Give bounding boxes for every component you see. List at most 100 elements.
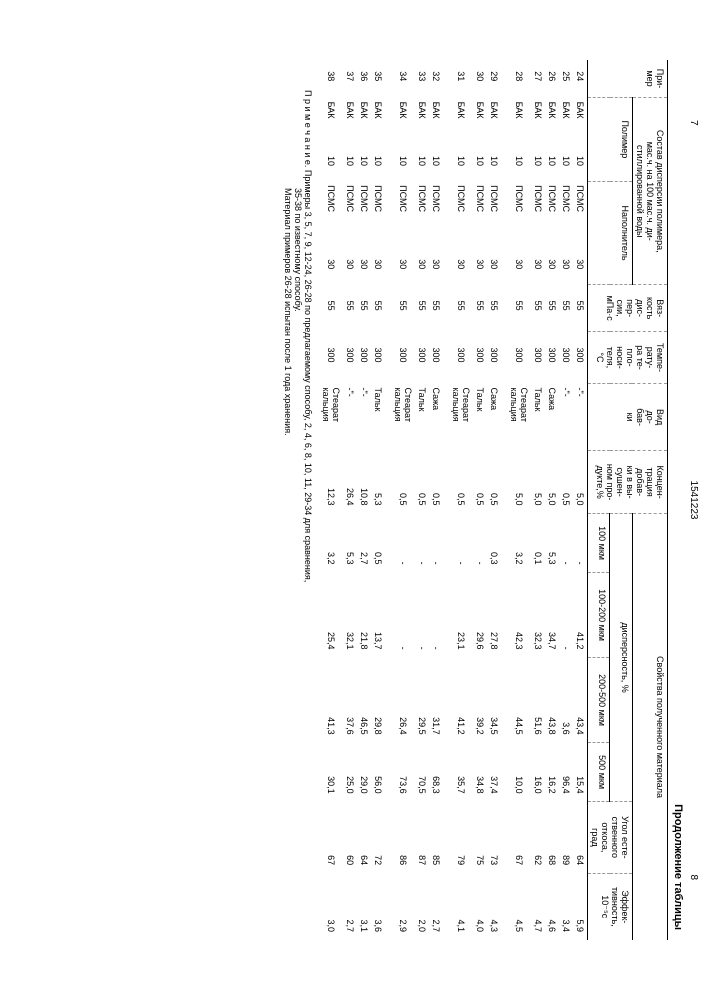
th-vyazkost: Вяз-костьдис-пер-сии,мПа·с (588, 285, 668, 331)
table-cell: 55 (487, 285, 501, 331)
table-cell: 55 (531, 285, 545, 331)
table-row: 35БАК10ПСМС3055300Тальк5,30,513,729,856,… (371, 60, 385, 940)
table-cell: 10,0 (507, 743, 531, 802)
table-cell: 10 (371, 146, 385, 181)
table-cell: 29,5 (415, 658, 429, 743)
table-cell: 0,5 (473, 451, 487, 514)
table-row: 28БАК10ПСМС3055300Стеараткальция5,03,242… (507, 60, 531, 940)
table-cell: 55 (371, 285, 385, 331)
th-vid: Виддо-бав-ки (588, 384, 668, 451)
table-cell: Сажа (429, 384, 443, 451)
table-cell: - (429, 573, 443, 658)
table-cell: 3,6 (559, 658, 573, 743)
table-cell: 30 (473, 248, 487, 284)
table-cell: 5,3 (545, 514, 559, 573)
table-cell: 10 (507, 146, 531, 181)
table-cell: 34,7 (545, 573, 559, 658)
table-cell: ПСМС (357, 181, 371, 248)
th-koncen: Концен-трациядобав-ки в вы-сушен-ном про… (588, 451, 668, 514)
table-cell: 32 (429, 60, 443, 98)
table-row: 26БАК10ПСМС3055300Сажа5,05,334,743,816,2… (545, 60, 559, 940)
th-d100: 100 мкм (588, 514, 611, 573)
table-cell: 25,4 (319, 573, 343, 658)
table-cell: 39,2 (473, 658, 487, 743)
table-cell: 55 (391, 285, 415, 331)
table-cell: 5,0 (545, 451, 559, 514)
table-cell: 0,5 (429, 451, 443, 514)
table-cell: 56,0 (371, 743, 385, 802)
table-cell: 51,6 (531, 658, 545, 743)
table-cell: 300 (531, 331, 545, 383)
table-cell: - (473, 514, 487, 573)
data-table: При-мер Состав дисперсии полимера,мас.ч.… (319, 60, 668, 940)
table-cell: Стеараткальция (319, 384, 343, 451)
table-cell: ПСМС (507, 181, 531, 248)
table-cell: 300 (391, 331, 415, 383)
page-number-right: 8 (688, 874, 699, 880)
table-cell: 32,1 (343, 573, 357, 658)
table-cell: 5,9 (573, 873, 588, 940)
table-cell: 300 (473, 331, 487, 383)
table-cell: -"- (559, 384, 573, 451)
table-row: 24БАК10ПСМС3055300-"-5,0-41,243,415,4645… (573, 60, 588, 940)
table-cell: 55 (415, 285, 429, 331)
table-cell: 60 (343, 802, 357, 874)
table-cell: 30 (559, 248, 573, 284)
table-cell: 73 (487, 802, 501, 874)
th-temp: Темпе-рату-ра те-пло-носи-теля,°С (588, 331, 668, 383)
table-cell: 0,3 (487, 514, 501, 573)
table-cell: 35,7 (449, 743, 473, 802)
table-cell: 300 (319, 331, 343, 383)
table-cell: 10 (449, 146, 473, 181)
table-cell: -"- (573, 384, 588, 451)
table-cell: 55 (357, 285, 371, 331)
table-cell: -"- (357, 384, 371, 451)
table-cell: 68,3 (429, 743, 443, 802)
table-cell: 34,8 (473, 743, 487, 802)
table-cell: 34 (391, 60, 415, 98)
table-cell: Сажа (487, 384, 501, 451)
table-cell: ПСМС (391, 181, 415, 248)
table-cell: 10 (487, 146, 501, 181)
table-row: 25БАК10ПСМС3055300-"-0,5--3,696,4893,4 (559, 60, 573, 940)
table-cell: 3,2 (319, 514, 343, 573)
table-cell: 300 (357, 331, 371, 383)
footnote-label: П р и м е ч а н и е. (303, 90, 313, 167)
table-cell: 30 (545, 248, 559, 284)
th-d200-500: 200-500 мкм (588, 658, 611, 743)
table-cell: - (573, 514, 588, 573)
table-cell: 41,2 (449, 658, 473, 743)
th-d500: 500 мкм (588, 743, 611, 802)
table-cell: - (415, 514, 429, 573)
table-cell: БАК (531, 98, 545, 146)
footnote-line1: Примеры 3, 5, 7, 9, 12-24, 26-28 по пред… (303, 170, 313, 582)
table-row: 36БАК10ПСМС3055300-"-10,82,721,846,529,0… (357, 60, 371, 940)
table-cell: 10,8 (357, 451, 371, 514)
table-cell: 10 (573, 146, 588, 181)
table-cell: 29 (487, 60, 501, 98)
table-cell: 37,6 (343, 658, 357, 743)
table-cell: 2,7 (343, 873, 357, 940)
table-cell: БАК (391, 98, 415, 146)
table-cell: 3,1 (357, 873, 371, 940)
table-cell: 300 (507, 331, 531, 383)
table-cell: БАК (473, 98, 487, 146)
table-cell: 33 (415, 60, 429, 98)
table-row: 38БАК10ПСМС3055300Стеараткальция12,33,22… (319, 60, 343, 940)
table-cell: 3,2 (507, 514, 531, 573)
table-cell: 10 (357, 146, 371, 181)
table-cell: -"- (343, 384, 357, 451)
table-cell: ПСМС (371, 181, 385, 248)
table-cell: 30 (391, 248, 415, 284)
table-cell: БАК (319, 98, 343, 146)
th-polimer: Полимер (588, 98, 633, 182)
table-cell: 30 (429, 248, 443, 284)
table-cell: 4,1 (449, 873, 473, 940)
th-svoistva: Свойства полученного материала (633, 514, 668, 940)
table-cell: Тальк (473, 384, 487, 451)
table-cell: 36 (357, 60, 371, 98)
table-cell: 30,1 (319, 743, 343, 802)
table-cell: 26 (545, 60, 559, 98)
table-cell: 55 (559, 285, 573, 331)
table-cell: 3,0 (319, 873, 343, 940)
